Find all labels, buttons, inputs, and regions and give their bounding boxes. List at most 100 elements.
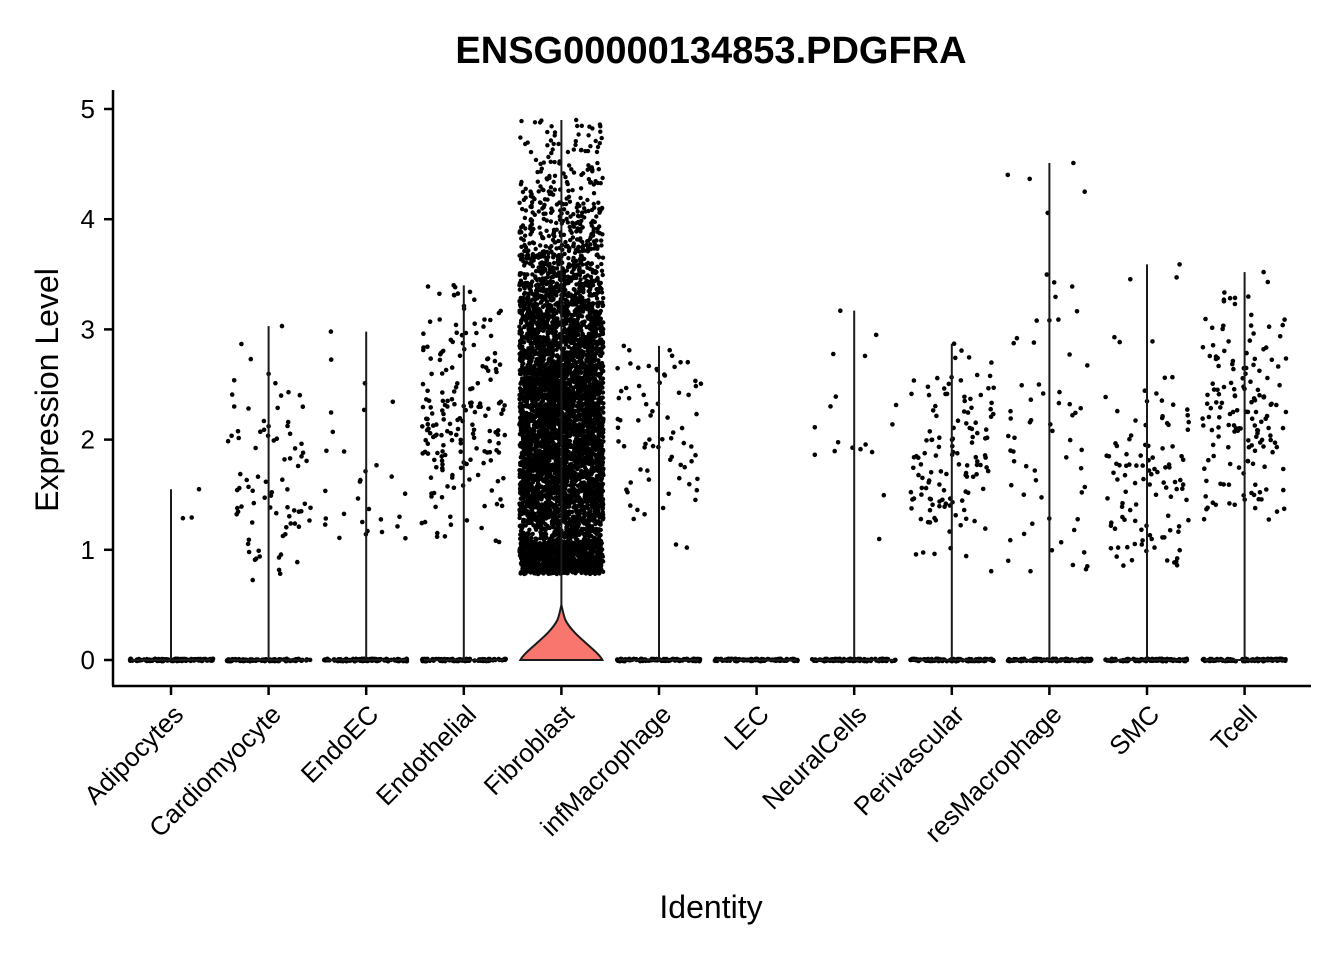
point [549,124,554,129]
point [378,517,384,522]
point [299,508,304,514]
point [565,149,571,155]
point [273,380,278,386]
point [481,460,486,466]
point [440,390,445,395]
point [536,410,542,415]
point [435,450,440,456]
point [544,218,549,223]
point [442,402,448,408]
point [423,437,429,443]
point [355,496,361,501]
point [538,184,543,189]
point [574,117,579,123]
point [285,423,290,429]
point [551,260,557,266]
point [580,531,585,536]
point [518,401,523,406]
point [437,291,442,297]
point [532,120,538,125]
point [596,281,602,287]
point [528,149,534,155]
point [552,187,557,192]
point [495,432,501,437]
point [285,419,291,425]
point [288,521,294,526]
point [552,133,557,138]
point [426,426,431,432]
point [250,577,255,583]
point [307,518,312,523]
point [231,378,237,383]
point [390,399,396,405]
point [487,449,493,455]
point [292,446,298,451]
point [552,159,557,165]
point [495,478,501,484]
point [529,200,535,205]
point [450,472,455,478]
point [448,430,454,436]
point [594,519,599,524]
point [479,525,484,531]
point [428,356,434,361]
point [287,431,293,437]
point [472,297,477,303]
point [581,511,587,516]
point [489,488,495,493]
point [464,518,470,523]
point-zero [420,657,425,662]
point [439,454,445,459]
point [545,249,550,255]
point [493,538,499,543]
point [600,255,606,260]
point [533,246,538,252]
point [533,157,539,163]
point [263,479,269,485]
point [429,494,434,499]
point [599,290,605,295]
point [464,461,469,467]
point [421,347,426,353]
point [246,549,252,555]
point [520,189,526,195]
point [470,431,476,437]
point [538,243,543,248]
point [522,215,528,221]
point [580,171,586,176]
point [450,339,456,345]
point [330,429,336,435]
point [455,381,460,386]
point [546,233,552,239]
point [563,201,569,207]
point [366,506,372,512]
point [256,548,262,554]
point [341,511,347,517]
point [442,534,448,539]
point [435,530,440,536]
point [440,408,445,413]
point [234,512,239,517]
point [286,389,291,395]
point [575,209,580,214]
point [571,170,577,175]
point [285,487,290,492]
point [449,437,455,443]
point [475,472,481,478]
point [261,418,267,424]
point [257,554,263,559]
point [591,191,597,196]
point [449,365,455,370]
point [488,458,494,463]
point [458,441,464,446]
point [297,392,303,398]
point [449,397,455,402]
point [295,559,300,565]
point [389,474,395,479]
point [440,348,446,354]
point [497,362,503,367]
point [429,371,434,377]
point [447,421,453,427]
point [328,357,334,362]
point [427,430,433,436]
